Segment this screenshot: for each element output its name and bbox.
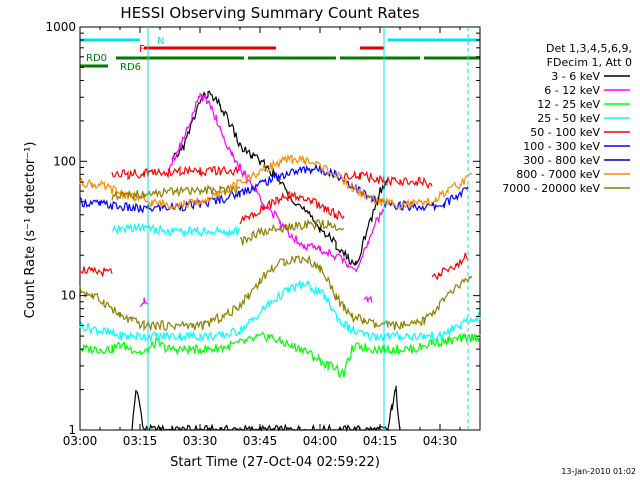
series-3-6-kev-line-b	[171, 90, 389, 266]
series-3-6-kev-line	[131, 385, 401, 432]
legend: Det 1,3,4,5,6,9, FDecim 1, Att 0 3 - 6 k…	[502, 42, 632, 195]
legend-label: 300 - 800 keV	[523, 154, 600, 167]
y-tick-label: 10	[61, 289, 76, 303]
legend-label: 12 - 25 keV	[537, 98, 600, 111]
x-tick-label: 03:15	[123, 434, 158, 448]
series-50-100-kev-line-d	[343, 170, 433, 190]
vertical-markers	[147, 27, 469, 430]
series-6-12-kev-line	[139, 297, 149, 307]
legend-header-line-1: Det 1,3,4,5,6,9,	[546, 42, 632, 55]
series-6-12-kev-line-c	[363, 295, 373, 303]
flag-label-n: N	[157, 36, 164, 47]
series-7000-20000-kev-line	[79, 255, 473, 332]
flag-label-rd0: RD0	[86, 53, 107, 64]
x-tick-label: 04:00	[303, 434, 338, 448]
y-tick-label: 1000	[45, 20, 76, 34]
y-axis-label: Count Rate (s⁻¹ detector⁻¹)	[23, 142, 38, 319]
flag-label-rd6: RD6	[120, 62, 141, 73]
axes: 03:00 03:15 03:30 03:45 04:00 04:15 04:30 1 10 10…	[45, 20, 481, 448]
x-tick-label: 04:15	[363, 434, 398, 448]
series-50-100-kev-line-c	[239, 190, 345, 225]
series-50-100-kev-line-e	[431, 252, 469, 281]
legend-label: 50 - 100 keV	[530, 126, 600, 139]
x-tick-label: 03:45	[243, 434, 278, 448]
legend-label: 800 - 7000 keV	[516, 168, 600, 181]
x-tick-label: 04:30	[423, 434, 458, 448]
x-tick-label: 03:30	[183, 434, 218, 448]
legend-label: 25 - 50 keV	[537, 112, 600, 125]
flag-label-f: F	[139, 44, 145, 55]
series-50-100-kev-line-b	[111, 165, 241, 181]
series-25-50-kev-line	[79, 280, 481, 343]
timestamp: 13-Jan-2010 01:02	[561, 467, 636, 476]
x-tick-label: 03:00	[63, 434, 98, 448]
series-25-50-kev-line-b	[111, 222, 241, 239]
x-axis-label: Start Time (27-Oct-04 02:59:22)	[170, 455, 380, 470]
y-tick-label: 100	[53, 154, 76, 168]
legend-header-line-2: FDecim 1, Att 0	[547, 56, 632, 69]
series-layer	[79, 90, 481, 432]
series-7000-20000-kev-line-c	[239, 218, 345, 246]
series-7000-20000-kev-line-b	[111, 184, 241, 201]
flag-bars: N F RD0 RD6	[80, 36, 480, 73]
series-800-7000-kev-line	[79, 153, 473, 211]
series-6-12-kev-line-b	[167, 92, 385, 273]
legend-label: 7000 - 20000 keV	[502, 182, 600, 195]
series-100-300-kev-line	[79, 163, 469, 214]
legend-label: 100 - 300 keV	[523, 140, 600, 153]
series-12-25-kev-line	[79, 331, 481, 378]
legend-label: 3 - 6 keV	[551, 70, 600, 83]
chart-title: HESSI Observing Summary Count Rates	[120, 4, 419, 22]
legend-label: 6 - 12 keV	[544, 84, 600, 97]
series-50-100-kev-line	[79, 265, 113, 277]
y-tick-label: 1	[68, 423, 76, 437]
